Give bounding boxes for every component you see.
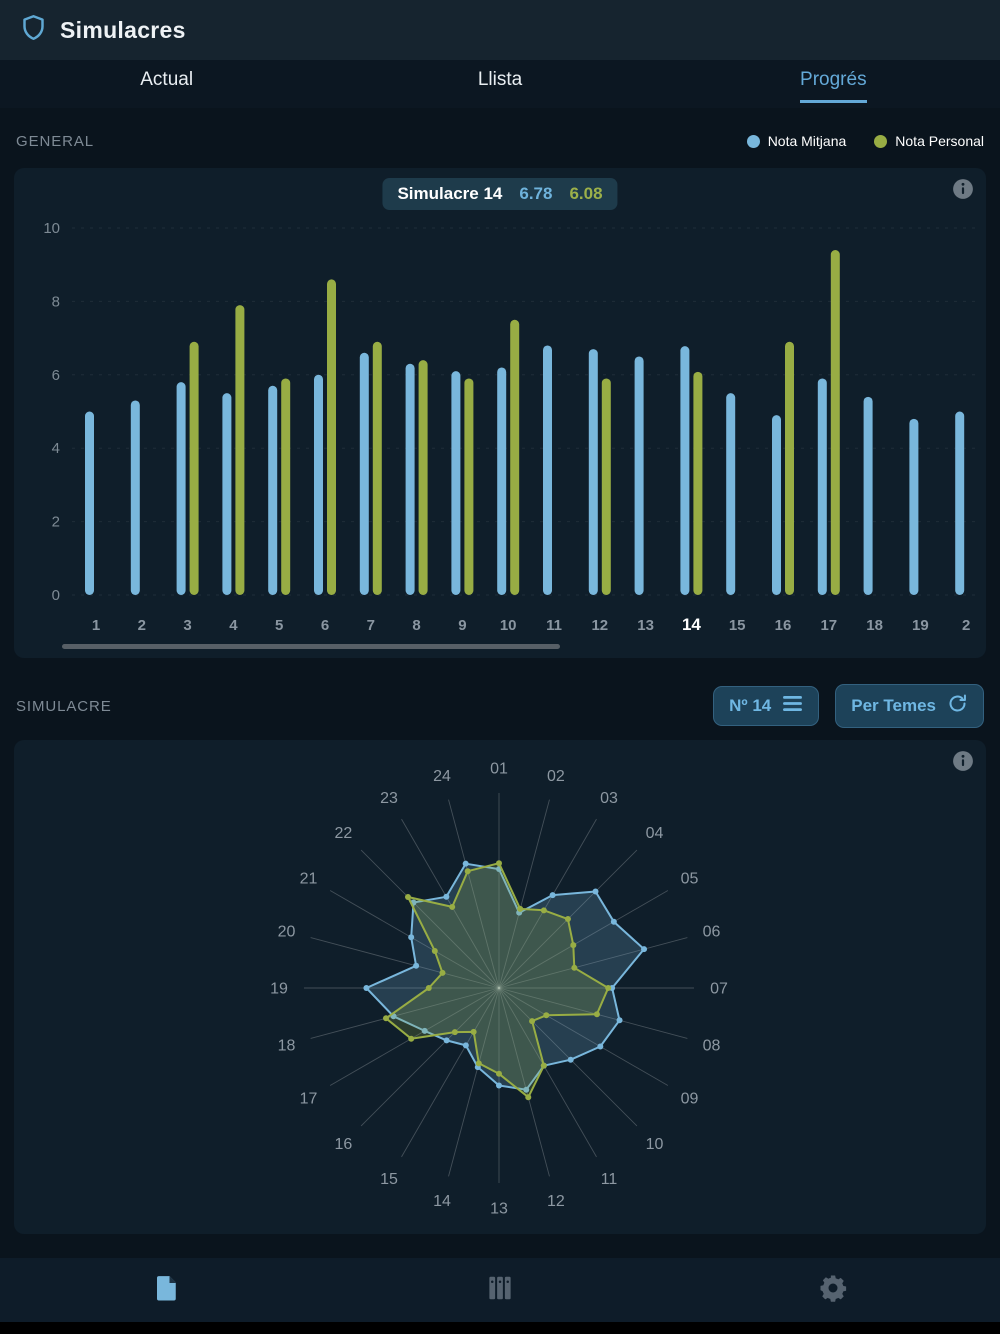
svg-text:07: 07 — [710, 981, 728, 998]
svg-text:19: 19 — [912, 617, 929, 634]
tab-progres[interactable]: Progrés — [667, 60, 1000, 108]
svg-text:17: 17 — [300, 1091, 318, 1108]
svg-text:06: 06 — [703, 924, 721, 941]
svg-text:13: 13 — [490, 1201, 508, 1218]
document-icon — [152, 1273, 182, 1308]
nav-settings[interactable] — [667, 1258, 1000, 1322]
legend-dot-blue — [746, 134, 760, 148]
svg-text:15: 15 — [380, 1171, 398, 1188]
svg-text:0: 0 — [52, 587, 60, 604]
tooltip-personal-value: 6.08 — [569, 184, 603, 203]
svg-text:16: 16 — [335, 1136, 353, 1153]
svg-text:4: 4 — [52, 440, 60, 457]
svg-text:09: 09 — [681, 1091, 699, 1108]
app-header: Simulacres — [0, 0, 1000, 60]
svg-text:10: 10 — [43, 220, 60, 237]
svg-text:4: 4 — [229, 617, 238, 634]
svg-text:10: 10 — [646, 1136, 664, 1153]
simulacre-selector-button[interactable]: Nº 14 — [713, 686, 820, 726]
svg-text:23: 23 — [380, 790, 398, 807]
page-title: Simulacres — [60, 16, 186, 43]
legend-label-mitjana: Nota Mitjana — [767, 133, 847, 149]
legend-item-personal: Nota Personal — [874, 133, 984, 149]
radar-chart-panel: 01 02 03 04 05 06 07 08 09 10 11 12 13 14 15 16 17 18 19 20… — [14, 740, 986, 1234]
rotate-icon — [947, 693, 968, 719]
svg-text:03: 03 — [600, 790, 618, 807]
svg-text:5: 5 — [275, 617, 283, 634]
simulacre-buttons: Nº 14 Per Temes — [713, 684, 984, 728]
simulacre-section-label: SIMULACRE — [16, 697, 112, 715]
svg-text:12: 12 — [547, 1193, 565, 1210]
svg-text:14: 14 — [433, 1193, 451, 1210]
svg-text:16: 16 — [775, 617, 792, 634]
svg-text:8: 8 — [52, 293, 60, 310]
simulacre-section-header: SIMULACRE Nº 14 Per Temes — [16, 684, 984, 728]
tab-llista[interactable]: Llista — [477, 69, 523, 90]
svg-text:8: 8 — [412, 617, 420, 634]
tooltip-title: Simulacre 14 — [397, 184, 503, 203]
svg-text:3: 3 — [183, 617, 191, 634]
per-temes-button[interactable]: Per Temes — [835, 684, 984, 728]
svg-text:21: 21 — [300, 871, 318, 888]
chart-tooltip: Simulacre 14 6.78 6.08 — [382, 178, 618, 210]
legend-label-personal: Nota Personal — [895, 133, 984, 149]
svg-text:24: 24 — [433, 768, 451, 785]
bar-chart-panel: 0 2 4 6 8 10 1 2 3 4 5 6 7 8 9 10 11 12 13 14 15 16 17 18 19 2 Si… — [14, 168, 986, 658]
general-section-header: GENERAL Nota Mitjana Nota Personal — [16, 128, 984, 154]
svg-text:15: 15 — [729, 617, 746, 634]
svg-text:04: 04 — [646, 825, 664, 842]
svg-text:6: 6 — [321, 617, 329, 634]
svg-text:14: 14 — [682, 615, 701, 634]
svg-text:12: 12 — [591, 617, 608, 634]
svg-text:18: 18 — [866, 617, 883, 634]
tooltip-mitjana-value: 6.78 — [519, 184, 553, 203]
svg-text:2: 2 — [52, 514, 60, 531]
per-temes-label: Per Temes — [851, 696, 936, 715]
simulacre-selector-label: Nº 14 — [729, 696, 772, 715]
chart-legend: Nota Mitjana Nota Personal — [746, 133, 984, 149]
gear-icon — [818, 1273, 848, 1308]
svg-text:6: 6 — [52, 367, 60, 384]
svg-text:9: 9 — [458, 617, 466, 634]
svg-text:08: 08 — [703, 1037, 721, 1054]
home-indicator-area — [0, 1322, 1000, 1334]
info-icon[interactable] — [952, 178, 974, 200]
tab-actual[interactable]: Actual — [140, 69, 194, 90]
svg-text:01: 01 — [490, 761, 508, 778]
svg-text:02: 02 — [547, 768, 565, 785]
bottom-nav — [0, 1258, 1000, 1322]
books-icon — [485, 1273, 515, 1308]
radar-chart[interactable]: 01 02 03 04 05 06 07 08 09 10 11 12 13 14 15 16 17 18 19 20… — [14, 740, 986, 1234]
tab-bar: Actual Llista Progrés — [0, 60, 1000, 108]
svg-text:10: 10 — [500, 617, 517, 634]
info-icon[interactable] — [952, 750, 974, 772]
svg-text:13: 13 — [637, 617, 654, 634]
svg-text:20: 20 — [278, 924, 296, 941]
chart-scrollbar[interactable] — [62, 644, 560, 649]
shield-icon — [20, 14, 47, 46]
general-section-label: GENERAL — [16, 132, 94, 150]
svg-text:7: 7 — [367, 617, 375, 634]
svg-text:22: 22 — [335, 825, 353, 842]
nav-library[interactable] — [333, 1258, 666, 1322]
legend-dot-green — [874, 134, 888, 148]
svg-text:05: 05 — [681, 871, 699, 888]
legend-item-mitjana: Nota Mitjana — [746, 133, 847, 149]
nav-documents[interactable] — [0, 1258, 333, 1322]
svg-text:11: 11 — [546, 617, 562, 634]
menu-icon — [782, 695, 803, 717]
svg-text:18: 18 — [278, 1037, 296, 1054]
svg-text:2: 2 — [138, 617, 146, 634]
svg-text:11: 11 — [601, 1171, 618, 1188]
svg-text:2: 2 — [962, 617, 970, 634]
svg-text:1: 1 — [92, 617, 100, 634]
svg-text:17: 17 — [820, 617, 837, 634]
svg-text:19: 19 — [270, 981, 288, 998]
